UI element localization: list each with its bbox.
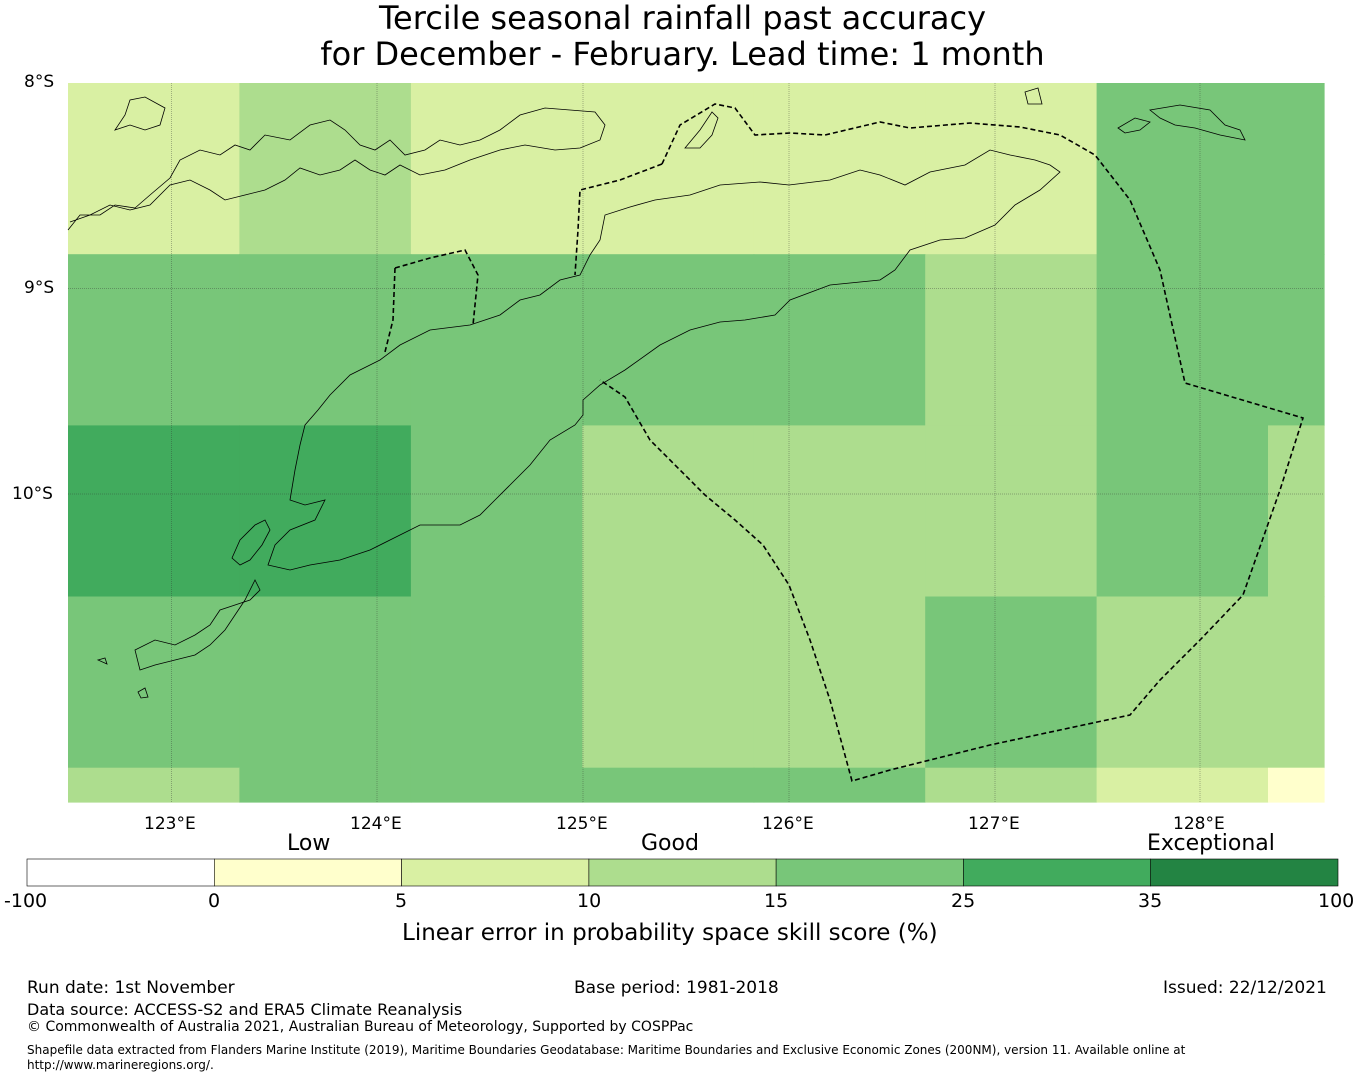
lon-label-124e: 124°E [350, 814, 402, 834]
coastlines [67, 87, 1246, 699]
shapefile-note: Shapefile data extracted from Flanders M… [27, 1043, 1186, 1072]
grid-cell [753, 596, 926, 769]
grid-cell [925, 425, 1098, 598]
eez-boundary [384, 103, 1305, 782]
sawu-coastline [134, 579, 261, 671]
flores-alor-coastline [67, 107, 606, 231]
grid-cell [1268, 596, 1325, 769]
grid-cell [1096, 425, 1269, 598]
legend-tick-100: 100 [1318, 890, 1355, 912]
copyright: © Commonwealth of Australia 2021, Austra… [27, 1019, 694, 1035]
legend-tick-15: 15 [764, 890, 789, 912]
legend-tick-5: 5 [395, 890, 408, 912]
grid-cell [1268, 425, 1325, 598]
rote-coastline [231, 519, 271, 566]
colorbar-bin [214, 858, 402, 887]
chart-title-line-1: Tercile seasonal rainfall past accuracy [378, 0, 987, 37]
legend-category-good: Good [641, 831, 699, 856]
run-date: Run date: 1st November [27, 978, 235, 998]
small-island-coastline-3 [137, 687, 149, 699]
colorbar-axis-label: Linear error in probability space skill … [402, 920, 938, 946]
grid-cell [753, 83, 926, 255]
grid-cell [410, 596, 583, 769]
grid-cell [1096, 254, 1269, 426]
grid-cell [239, 767, 412, 803]
grid-cell [68, 83, 240, 255]
legend-tick-0: 0 [208, 890, 221, 912]
grid-cell [239, 596, 412, 769]
colorbar [26, 858, 1339, 887]
grid-cell [1268, 767, 1325, 803]
small-island-coastline-2 [96, 657, 108, 665]
grid-cell [68, 596, 240, 769]
grid-cell [1096, 596, 1269, 769]
lat-label-8s: 8°S [24, 72, 55, 92]
grid-cell [1268, 83, 1325, 255]
grid-cell [68, 425, 240, 598]
grid-cell [582, 83, 755, 255]
graticule [68, 83, 1324, 802]
timor-coastline [267, 149, 1061, 571]
grid-cell [925, 83, 1098, 255]
grid-cell [239, 425, 412, 598]
grid-cell [753, 425, 926, 598]
grid-cell [1096, 767, 1269, 803]
colorbar-bin [588, 858, 777, 887]
grid-cell [582, 425, 755, 598]
skill-grid [68, 83, 1325, 803]
oecusse-eez [384, 249, 479, 353]
chart-title-line-2: for December - February. Lead time: 1 mo… [320, 35, 1045, 73]
grid-cell [925, 254, 1098, 426]
lon-label-125e: 125°E [556, 814, 608, 834]
grid-cell [239, 254, 412, 426]
grid-cell [925, 596, 1098, 769]
grid-cell [239, 83, 412, 255]
grid-cell [582, 596, 755, 769]
legend-category-exceptional: Exceptional [1147, 831, 1275, 856]
issued-date: Issued: 22/12/2021 [1163, 978, 1327, 998]
data-source: Data source: ACCESS-S2 and ERA5 Climate … [27, 1000, 463, 1019]
legend-category-low: Low [287, 831, 331, 856]
grid-cell [753, 254, 926, 426]
north-island-coastline-3 [1117, 117, 1151, 134]
legend-tick--100: -100 [4, 890, 48, 912]
grid-cell [410, 767, 583, 803]
lat-label-9s: 9°S [24, 278, 55, 298]
small-island-coastline [1024, 87, 1043, 105]
lon-label-127e: 127°E [968, 814, 1020, 834]
lon-label-128e: 128°E [1173, 814, 1225, 834]
grid-cell [925, 767, 1098, 803]
legend-tick-25: 25 [951, 890, 976, 912]
legend-tick-35: 35 [1138, 890, 1163, 912]
grid-cell [410, 254, 583, 426]
lat-label-10s: 10°S [12, 484, 53, 504]
grid-cell [68, 254, 240, 426]
grid-cell [582, 254, 755, 426]
grid-cell [410, 425, 583, 598]
lon-label-123e: 123°E [144, 814, 196, 834]
grid-cell [1096, 83, 1269, 255]
colorbar-bin [963, 858, 1152, 887]
grid-cell [68, 767, 240, 803]
lon-label-126e: 126°E [762, 814, 814, 834]
atauro-coastline [684, 111, 719, 149]
base-period: Base period: 1981-2018 [574, 978, 779, 998]
grid-cell [410, 83, 583, 255]
colorbar-bin [401, 858, 590, 887]
colorbar-bin [1150, 858, 1339, 887]
grid-cell [753, 767, 926, 803]
grid-cell [582, 767, 755, 803]
colorbar-bin [775, 858, 964, 887]
legend-tick-10: 10 [577, 890, 602, 912]
north-island-coastline-2 [1149, 104, 1246, 141]
north-island-coastline [114, 96, 166, 131]
grid-cell [1268, 254, 1325, 426]
colorbar-bin [26, 858, 215, 887]
